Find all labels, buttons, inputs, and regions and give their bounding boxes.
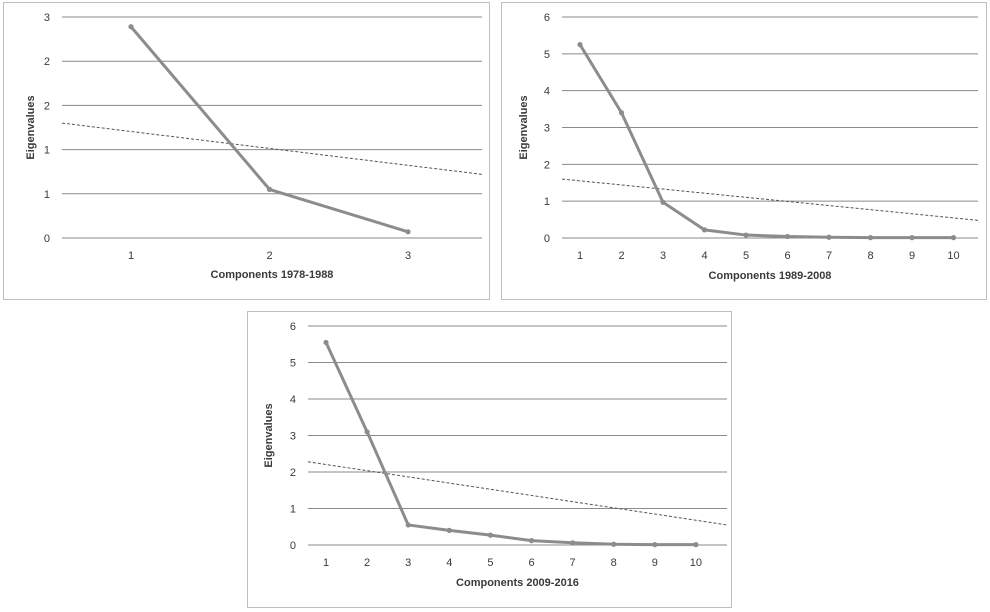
x-tick-label: 2 <box>266 250 272 262</box>
data-point <box>909 235 915 241</box>
chart-svg-1989-2008: 0 1 2 3 4 5 6 1 2 3 4 5 6 7 8 9 10 Components 1989-2008 Ei… <box>518 12 979 282</box>
x-tick-label: 1 <box>323 557 329 569</box>
data-point <box>950 235 957 241</box>
y-tick-label: 6 <box>544 12 550 24</box>
data-point <box>867 235 874 241</box>
data-point <box>611 541 617 547</box>
data-point <box>652 542 658 548</box>
x-tick-label: 10 <box>947 250 959 262</box>
y-tick-label: 3 <box>544 123 550 135</box>
x-tick-label: 3 <box>660 250 666 262</box>
y-tick-label: 1 <box>44 189 50 201</box>
data-point <box>784 233 791 240</box>
y-tick-label: 4 <box>544 86 550 98</box>
x-tick-label: 8 <box>611 557 617 569</box>
x-tick-label: 7 <box>826 250 832 262</box>
y-tick-label: 1 <box>44 145 50 157</box>
x-tick-label: 10 <box>690 557 702 569</box>
data-point <box>743 232 749 238</box>
y-tick-label: 3 <box>44 12 50 24</box>
scree-plot-1989-2008: 0 1 2 3 4 5 6 1 2 3 4 5 6 7 8 9 10 Components 1989-2008 Ei… <box>501 2 987 300</box>
x-tick-label: 5 <box>743 250 749 262</box>
y-tick-label: 2 <box>544 159 550 171</box>
x-tick-label: 9 <box>909 250 915 262</box>
data-point <box>364 429 370 435</box>
data-point <box>128 24 134 30</box>
data-point <box>577 42 583 48</box>
chart-svg-1978-1988: 0 1 1 2 2 3 1 2 3 Components 1978-1988 Eigenvalues <box>25 12 483 281</box>
x-tick-label: 9 <box>652 557 658 569</box>
x-tick-label: 2 <box>364 557 370 569</box>
y-tick-label: 2 <box>44 100 50 112</box>
scree-plot-2009-2016: 0 1 2 3 4 5 6 1 2 3 4 5 6 7 8 9 10 Components 2009-2016 Ei… <box>247 311 732 608</box>
x-tick-label: 8 <box>867 250 873 262</box>
x-tick-label: 7 <box>570 557 576 569</box>
x-tick-label: 1 <box>577 250 583 262</box>
data-point <box>660 199 666 205</box>
series-line <box>129 25 409 234</box>
trendline <box>307 461 728 526</box>
y-tick-label: 3 <box>290 431 296 443</box>
x-tick-label: 4 <box>446 557 452 569</box>
series-line <box>324 341 696 547</box>
data-point <box>570 540 576 546</box>
x-axis-label: Components 2009-2016 <box>456 577 579 589</box>
chart-svg-2009-2016: 0 1 2 3 4 5 6 1 2 3 4 5 6 7 8 9 10 Components 2009-2016 Ei… <box>263 321 728 589</box>
data-point <box>487 532 493 538</box>
data-point <box>405 229 411 235</box>
y-tick-label: 6 <box>290 321 296 333</box>
data-point <box>693 542 699 548</box>
x-tick-label: 3 <box>405 250 411 262</box>
data-point <box>826 234 832 240</box>
x-tick-label: 3 <box>405 557 411 569</box>
y-tick-label: 1 <box>290 504 296 516</box>
data-point <box>528 538 535 544</box>
y-axis-label: Eigenvalues <box>25 95 37 159</box>
y-tick-label: 1 <box>544 196 550 208</box>
series-line <box>578 43 954 240</box>
x-axis-label: Components 1978-1988 <box>211 269 334 281</box>
x-tick-label: 5 <box>487 557 493 569</box>
trendline <box>61 122 483 175</box>
y-tick-label: 5 <box>290 358 296 370</box>
y-tick-label: 4 <box>290 394 296 406</box>
x-tick-label: 4 <box>701 250 707 262</box>
data-point <box>405 522 411 528</box>
y-axis-label: Eigenvalues <box>518 95 530 159</box>
y-tick-label: 0 <box>44 233 50 245</box>
data-point <box>701 227 708 233</box>
x-tick-label: 6 <box>528 557 534 569</box>
y-tick-label: 0 <box>290 540 296 552</box>
y-tick-label: 2 <box>44 56 50 68</box>
y-axis-label: Eigenvalues <box>263 403 275 467</box>
x-axis-label: Components 1989-2008 <box>709 270 832 282</box>
data-point <box>446 527 452 533</box>
data-point <box>266 186 273 192</box>
y-tick-label: 2 <box>290 467 296 479</box>
y-tick-label: 5 <box>544 49 550 61</box>
data-point <box>618 110 625 116</box>
scree-plot-1978-1988: 0 1 1 2 2 3 1 2 3 Components 1978-1988 Eigenvalues <box>3 2 490 300</box>
y-tick-label: 0 <box>544 233 550 245</box>
x-tick-label: 2 <box>618 250 624 262</box>
x-tick-label: 1 <box>128 250 134 262</box>
x-tick-label: 6 <box>784 250 790 262</box>
data-point <box>323 339 329 346</box>
trendline <box>561 178 979 221</box>
